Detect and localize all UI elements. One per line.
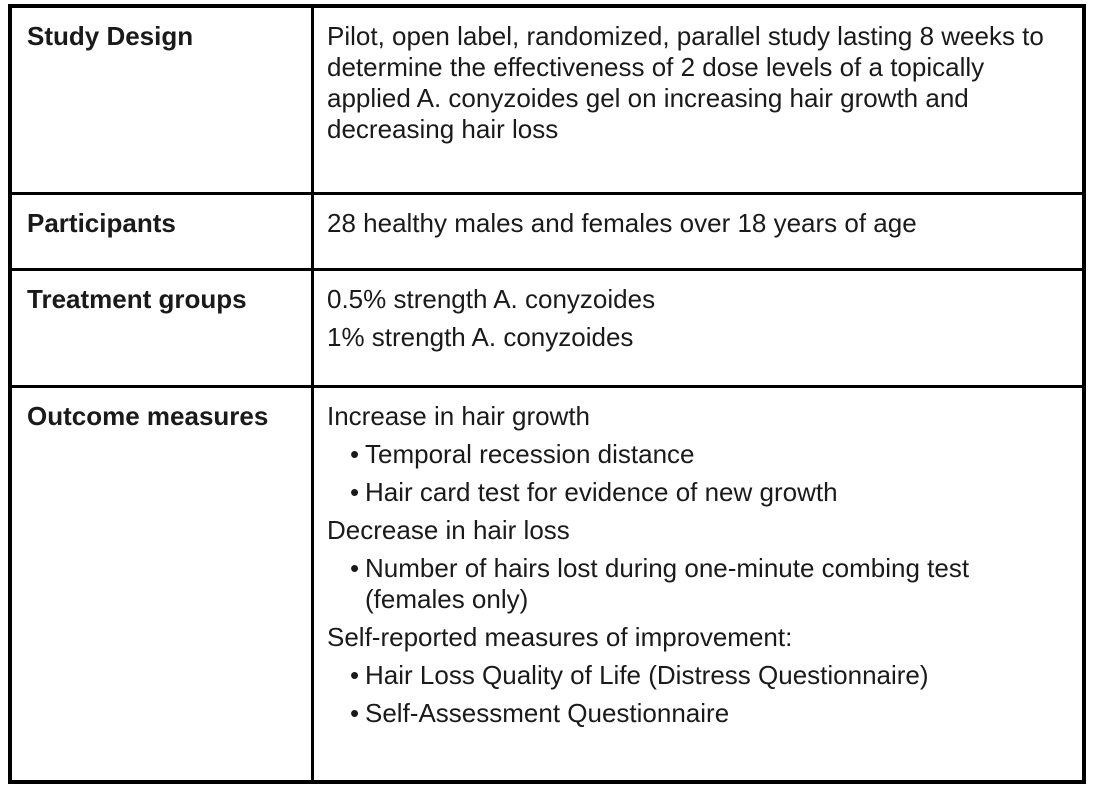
row-label-treatment-groups: Treatment groups: [12, 268, 314, 385]
bullet-line: Number of hairs lost during one-minute c…: [327, 553, 1068, 615]
row-label-text: Treatment groups: [27, 284, 247, 314]
row-label-text: Participants: [27, 208, 176, 238]
study-summary-table: Study Design Pilot, open label, randomiz…: [8, 4, 1086, 784]
row-label-participants: Participants: [12, 192, 314, 268]
bullet-line: Temporal recession distance: [327, 439, 1068, 470]
row-content-participants: 28 healthy males and females over 18 yea…: [314, 192, 1082, 268]
content-line: 1% strength A. conyzoides: [327, 322, 634, 352]
content-line: 0.5% strength A. conyzoides: [327, 284, 656, 314]
row-content-study-design: Pilot, open label, randomized, parallel …: [314, 8, 1082, 192]
row-content-outcome-measures: Increase in hair growth Temporal recessi…: [314, 385, 1082, 780]
content-line: Decrease in hair loss: [327, 515, 570, 545]
content-line: Pilot, open label, randomized, parallel …: [327, 21, 1044, 144]
content-line: 28 healthy males and females over 18 yea…: [327, 208, 917, 238]
bullet-line: Self-Assessment Questionnaire: [327, 698, 1068, 729]
bullet-line: Hair card test for evidence of new growt…: [327, 477, 1068, 508]
bullet-line: Hair Loss Quality of Life (Distress Ques…: [327, 660, 1068, 691]
content-line: Increase in hair growth: [327, 401, 591, 431]
row-label-text: Outcome measures: [27, 401, 269, 431]
row-label-text: Study Design: [27, 21, 194, 51]
row-label-study-design: Study Design: [12, 8, 314, 192]
content-line: Self-reported measures of improvement:: [327, 622, 793, 652]
row-content-treatment-groups: 0.5% strength A. conyzoides 1% strength …: [314, 268, 1082, 385]
row-label-outcome-measures: Outcome measures: [12, 385, 314, 780]
